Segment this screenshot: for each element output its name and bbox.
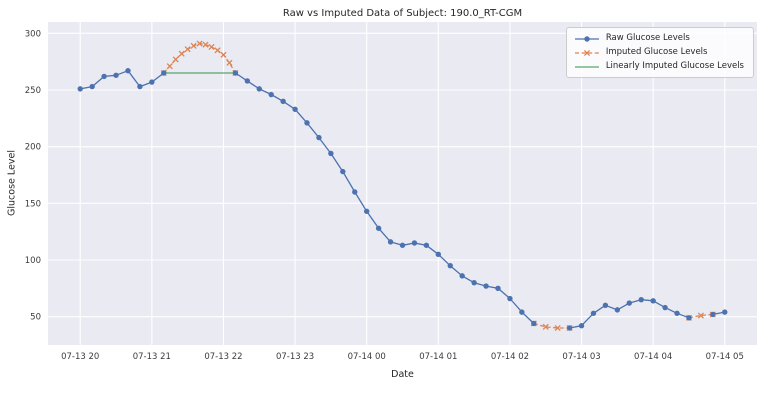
x-tick-labels: 07-13 20 07-13 21 07-13 22 07-13 23 07-14 00…	[61, 352, 744, 362]
data-point-x-marker	[172, 56, 179, 63]
x-tick-label: 07-13 21	[133, 352, 171, 362]
y-tick-label: 200	[25, 143, 41, 153]
data-point-marker	[244, 78, 251, 84]
x-tick-label: 07-13 23	[276, 352, 314, 362]
data-point-marker	[447, 262, 453, 269]
data-point-marker	[495, 285, 501, 292]
y-tick-label: 300	[25, 29, 41, 39]
data-point-marker	[232, 70, 239, 76]
data-point-marker	[662, 304, 668, 311]
data-point-x-marker	[226, 59, 233, 66]
data-point-marker	[614, 307, 621, 313]
data-point-marker	[459, 273, 465, 279]
data-point-x-marker	[554, 324, 561, 332]
y-tick-labels: 50 100 150 200 250 300	[25, 29, 41, 322]
data-point-marker	[590, 310, 597, 316]
data-point-x-marker	[202, 41, 209, 48]
legend-label: Linearly Imputed Glucose Levels	[605, 61, 744, 71]
chart-title: Raw vs Imputed Data of Subject: 190.0_RT…	[282, 8, 523, 19]
data-point-marker	[77, 86, 83, 92]
data-point-x-marker	[542, 323, 549, 330]
legend-line-icon	[574, 65, 599, 68]
data-point-marker	[256, 86, 262, 92]
data-point-marker	[89, 83, 95, 90]
data-point-marker	[328, 150, 334, 157]
data-point-marker	[340, 168, 346, 175]
data-point-marker	[113, 72, 119, 78]
data-point-marker	[626, 300, 632, 306]
data-point-marker	[304, 120, 310, 126]
data-point-marker	[363, 208, 370, 214]
data-point-marker	[507, 295, 513, 302]
legend-item: Raw Glucose Levels	[574, 33, 744, 44]
data-point-marker	[137, 83, 143, 90]
data-point-marker	[125, 68, 131, 74]
data-point-marker	[578, 323, 585, 329]
data-point-marker	[435, 251, 442, 258]
legend-item: Linearly Imputed Glucose Levels	[574, 61, 744, 72]
data-point-marker	[375, 225, 382, 231]
x-tick-label: 07-14 00	[348, 352, 386, 362]
data-point-marker	[483, 283, 489, 289]
x-tick-label: 07-14 02	[491, 352, 529, 362]
data-point-marker	[101, 73, 107, 80]
data-point-x-marker	[196, 40, 203, 47]
data-point-x-marker	[214, 47, 221, 54]
data-point-marker	[566, 325, 573, 331]
legend-label: Raw Glucose Levels	[605, 33, 690, 43]
data-point-x-marker	[697, 312, 704, 319]
x-tick-label: 07-13 22	[204, 352, 242, 362]
data-point-x-marker	[190, 42, 197, 49]
data-point-marker	[268, 91, 274, 98]
data-point-marker	[423, 242, 430, 248]
data-point-marker	[710, 311, 716, 318]
data-point-marker	[519, 309, 525, 315]
legend: Raw Glucose Levels Imputed Glucose Levels…	[565, 27, 754, 78]
legend-x-marker-icon	[574, 49, 599, 56]
x-tick-label: 07-14 03	[562, 352, 600, 362]
data-point-x-marker	[178, 50, 185, 57]
legend-label: Imputed Glucose Levels	[605, 47, 708, 57]
data-point-marker	[387, 239, 394, 245]
data-point-marker	[399, 242, 406, 248]
x-tick-label: 07-14 04	[634, 352, 672, 362]
x-tick-label: 07-13 20	[61, 352, 99, 362]
data-point-x-marker	[208, 43, 215, 50]
data-point-x-marker	[220, 51, 227, 58]
series-raw-glucose-levels	[77, 68, 728, 331]
data-point-marker	[161, 70, 167, 76]
data-point-marker	[674, 310, 680, 316]
data-point-marker	[602, 302, 609, 309]
data-point-marker	[411, 240, 418, 246]
legend-circle-marker-icon	[574, 35, 599, 42]
data-point-marker	[531, 320, 537, 327]
y-tick-label: 100	[25, 256, 41, 266]
data-point-marker	[686, 315, 692, 321]
data-point-marker	[280, 98, 286, 105]
data-point-marker	[638, 296, 644, 303]
x-tick-label: 07-14 05	[706, 352, 744, 362]
x-tick-label: 07-14 01	[419, 352, 457, 362]
data-point-marker	[722, 309, 728, 315]
data-point-marker	[471, 279, 477, 286]
data-point-x-marker	[184, 46, 191, 53]
legend-item: Imputed Glucose Levels	[574, 47, 744, 58]
y-tick-label: 50	[30, 313, 41, 323]
data-point-x-marker	[166, 63, 173, 70]
y-tick-label: 250	[25, 86, 41, 96]
y-tick-label: 150	[25, 199, 41, 209]
x-axis-label: Date	[391, 369, 414, 380]
data-point-marker	[292, 106, 298, 112]
data-point-marker	[650, 298, 656, 304]
data-point-marker	[316, 134, 322, 141]
data-point-marker	[149, 79, 155, 85]
data-point-marker	[352, 189, 358, 195]
